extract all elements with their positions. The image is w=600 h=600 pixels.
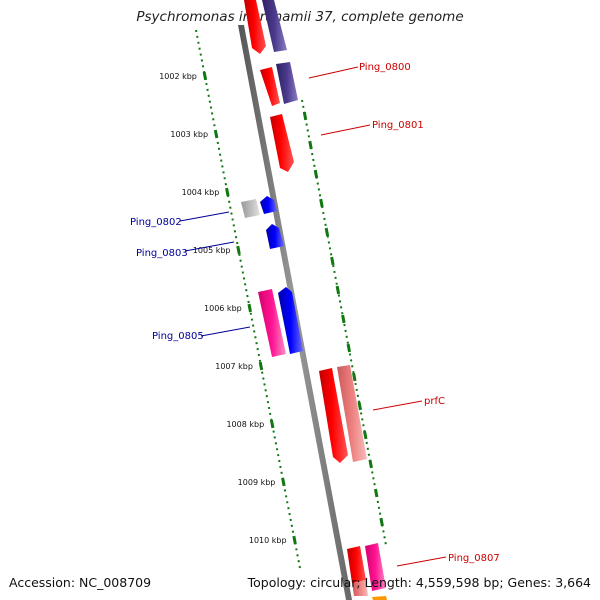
- gene-arrow-pink-bottom: [365, 543, 386, 591]
- scale-tick-label: 1007 kbp: [215, 362, 253, 371]
- accession-text: Accession: NC_008709: [9, 575, 152, 590]
- gene-label-ping-0805: Ping_0805: [152, 331, 204, 342]
- gene-label-ping-0802: Ping_0802: [130, 217, 182, 228]
- scale-ticks: 1002 kbp 1003 kbp 1004 kbp 1005 kbp 1006 kbp…: [159, 71, 297, 545]
- genome-title: Psychromonas ingrahamii 37, complete gen…: [136, 9, 464, 25]
- outer-track-tick: [368, 459, 373, 469]
- gene-arrow-orange-bottom: [372, 596, 387, 600]
- outer-track-tick: [330, 256, 335, 266]
- gene-label-ping-0803: Ping_0803: [136, 248, 188, 259]
- gene-arrow-ping-0807: [347, 546, 366, 583]
- gene-arrow-red-top: [244, 0, 266, 54]
- gene-arrow-ping-0800: [260, 67, 280, 106]
- gene-arrow-blue-2: [278, 287, 303, 354]
- outer-track-tick: [319, 198, 324, 208]
- scale-tick: [292, 535, 297, 545]
- outer-track-tick: [313, 169, 319, 179]
- outer-track-tick: [341, 314, 346, 324]
- scale-tick: [247, 303, 252, 313]
- scale-tick-label: 1005 kbp: [193, 246, 231, 255]
- outer-track-tick: [373, 488, 379, 498]
- gene-arrow-prfc: [319, 368, 348, 463]
- scale-tick-label: 1009 kbp: [238, 478, 276, 487]
- scale-tick-label: 1008 kbp: [226, 420, 264, 429]
- outer-track-tick: [346, 343, 352, 353]
- gene-arrow-ping-0805: [258, 289, 286, 357]
- outer-track-tick: [357, 401, 362, 411]
- gene-label-ping-0801: Ping_0801: [372, 120, 424, 131]
- gene-callouts: Ping_0800 Ping_0801 prfC Ping_0807 Ping_…: [130, 62, 500, 567]
- scale-tick: [269, 419, 275, 429]
- outer-track-tick: [352, 372, 357, 382]
- outer-track-ticks: [302, 111, 384, 527]
- gene-features: [241, 0, 387, 600]
- scale-tick: [202, 71, 208, 81]
- outer-track-tick: [324, 227, 330, 237]
- outer-track-tick: [379, 517, 384, 527]
- gene-arrow-purple-2: [276, 62, 298, 104]
- gene-arrow-ping-0803: [266, 224, 284, 249]
- gene-label-ping-0800: Ping_0800: [359, 62, 411, 73]
- outer-track-tick: [302, 111, 308, 121]
- scale-tick: [213, 129, 219, 139]
- scale-tick-label: 1003 kbp: [170, 130, 208, 139]
- gene-arrow-purple-top: [262, 0, 287, 52]
- gene-arrow-ping-0802: [241, 199, 260, 218]
- gene-arrow-ping-0801: [270, 114, 294, 172]
- scale-tick-label: 1006 kbp: [204, 304, 242, 313]
- scale-tick-label: 1010 kbp: [249, 536, 287, 545]
- scale-tick: [258, 361, 264, 371]
- gene-label-ping-0807: Ping_0807: [448, 553, 500, 564]
- gene-arrow-blue-1: [260, 196, 277, 214]
- topology-text: Topology: circular; Length: 4,559,598 bp…: [247, 575, 591, 590]
- scale-tick: [236, 245, 241, 255]
- scale-tick-label: 1002 kbp: [159, 72, 197, 81]
- gene-label-prfc: prfC: [424, 396, 445, 407]
- scale-tick: [281, 477, 286, 487]
- outer-track-tick: [335, 285, 341, 295]
- scale-tick-label: 1004 kbp: [182, 188, 220, 197]
- gene-arrow-salmon-bottom: [352, 580, 368, 596]
- outer-track-tick: [308, 140, 313, 150]
- gene-arrow-salmon: [337, 365, 367, 462]
- outer-track-tick: [363, 430, 368, 440]
- scale-tick: [225, 187, 230, 197]
